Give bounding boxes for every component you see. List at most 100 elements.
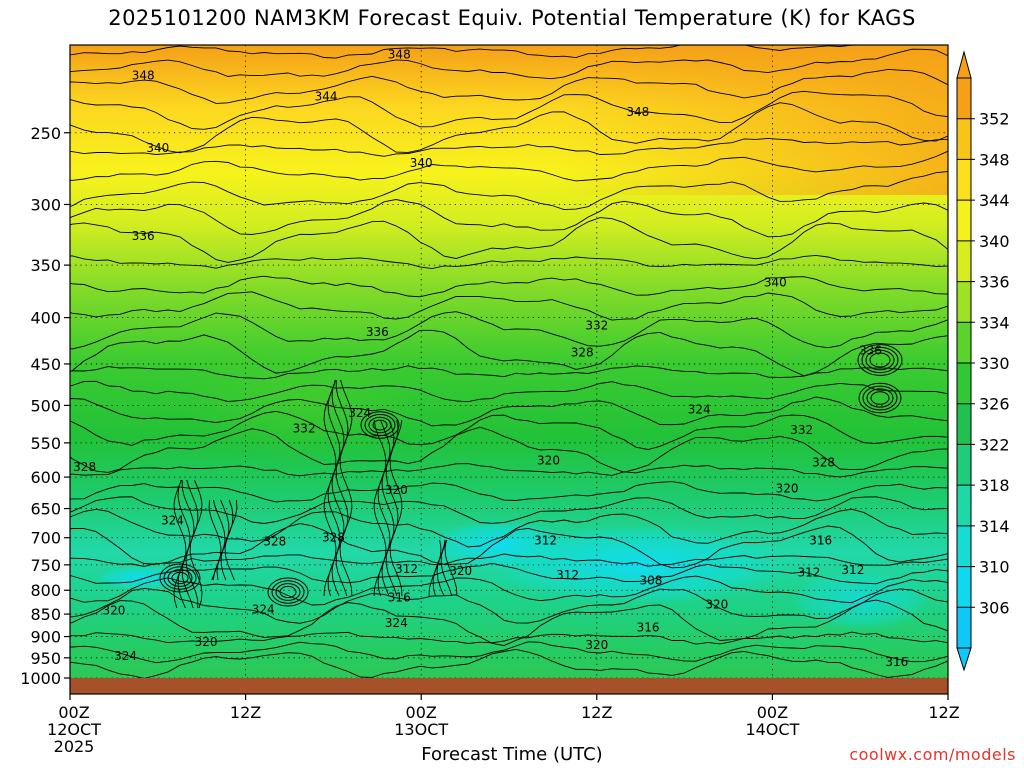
contour-line	[70, 523, 948, 569]
contour-line	[360, 411, 400, 439]
contour-label: 348	[132, 68, 155, 82]
contour-line	[857, 344, 903, 376]
contour-line	[70, 45, 867, 59]
plot-field	[70, 45, 948, 678]
contour-line	[331, 379, 345, 597]
contour-line	[70, 426, 948, 473]
contour-label: 316	[809, 534, 832, 548]
contour-line	[70, 463, 948, 478]
contour-label: 336	[366, 325, 389, 339]
contour-line	[70, 396, 948, 427]
contour-label: 336	[132, 229, 155, 243]
contour-label: 316	[885, 655, 908, 669]
colorbar: 352 348 344 340 336 334 330 326 322 318 314 310 306	[956, 50, 1010, 672]
contour-line	[858, 382, 902, 414]
contour-line	[444, 539, 458, 597]
colorbar-band	[957, 444, 971, 486]
contour-label: 324	[348, 406, 371, 420]
contour-label: 316	[388, 591, 411, 605]
contour-label: 348	[626, 105, 649, 119]
contour-label: 320	[449, 564, 472, 578]
contour-line	[865, 349, 895, 371]
contour-label: 324	[114, 649, 137, 663]
colorbar-band	[957, 403, 971, 445]
x-tick-label: 14OCT	[745, 720, 799, 739]
contour-line	[171, 571, 189, 585]
contour-label: 332	[585, 318, 608, 332]
contour-label: 316	[637, 621, 660, 635]
x-tick-label: 2025	[54, 737, 95, 756]
contour-line	[70, 199, 948, 238]
plot-frame	[69, 44, 949, 695]
y-tick-label: 550	[30, 434, 61, 453]
contour-line	[173, 479, 187, 609]
colorbar-top-arrow	[956, 50, 972, 79]
ground-bar	[70, 678, 948, 694]
contour-line	[224, 499, 238, 581]
contour-label: 324	[385, 616, 408, 630]
x-tick-label: 00Z	[757, 703, 788, 722]
contour-line	[70, 641, 948, 664]
contour-labels: 348 348 348 344 340 340 340 336 336 336 332 332 332 3…	[73, 48, 908, 669]
y-tick-label: 750	[30, 556, 61, 575]
colorbar-band	[957, 322, 971, 364]
grid-lines	[70, 45, 948, 678]
contour-label: 320	[776, 482, 799, 496]
contour-line	[440, 539, 453, 597]
contour-line	[70, 587, 948, 624]
x-axis-label: Forecast Time (UTC)	[421, 744, 603, 765]
colorbar-band	[957, 525, 971, 568]
y-tick-label: 500	[30, 396, 61, 415]
colorbar-band	[957, 78, 971, 120]
contour-label: 328	[263, 535, 286, 549]
contour-line	[70, 631, 948, 645]
contour-line	[167, 569, 193, 587]
contour-line	[339, 379, 353, 597]
contour-line	[372, 419, 388, 431]
y-tick-label: 650	[30, 500, 61, 519]
contour-line	[70, 410, 948, 450]
y-tick-label: 400	[30, 309, 61, 328]
contour-line	[70, 648, 948, 678]
y-tick-label: 250	[30, 124, 61, 143]
colorbar-label: 326	[979, 395, 1010, 414]
contour-line	[185, 479, 199, 609]
contour-line	[862, 385, 898, 411]
contour-label: 324	[161, 513, 184, 527]
colorbar-band	[957, 159, 971, 201]
contour-line	[189, 479, 203, 609]
y-axis: 250 300 350 400 450 500 550 600 650 700 750 800 850 9…	[20, 124, 70, 688]
contour-line	[389, 419, 403, 597]
x-tick-label: 00Z	[406, 703, 437, 722]
contour-line	[70, 217, 948, 263]
x-tick-label: 12Z	[230, 703, 261, 722]
contour-line	[70, 562, 948, 585]
contour-label: 320	[102, 603, 125, 617]
colorbar-band	[957, 363, 971, 405]
contour-line	[70, 90, 948, 130]
contour-label: 312	[534, 534, 557, 548]
contour-label: 312	[556, 568, 579, 582]
contour-label: 312	[395, 562, 418, 576]
contour-label: 324	[688, 402, 711, 416]
y-tick-label: 1000	[20, 669, 61, 688]
contour-label: 340	[146, 141, 169, 155]
contour-label: 340	[764, 276, 787, 290]
colorbar-label: 336	[979, 273, 1010, 292]
contour-line	[70, 275, 948, 298]
contour-line	[70, 481, 948, 503]
colorbar-label: 330	[979, 354, 1010, 373]
contour-label: 332	[293, 421, 316, 435]
contour-label: 320	[705, 598, 728, 612]
contour-line	[870, 391, 890, 405]
contour-label: 340	[410, 156, 433, 170]
contour-line	[368, 416, 392, 434]
contour-label: 332	[790, 423, 813, 437]
contour-label: 328	[571, 345, 594, 359]
contour-line	[861, 346, 899, 374]
contour-line	[70, 48, 948, 80]
y-tick-label: 700	[30, 529, 61, 548]
colorbar-band	[957, 240, 971, 283]
